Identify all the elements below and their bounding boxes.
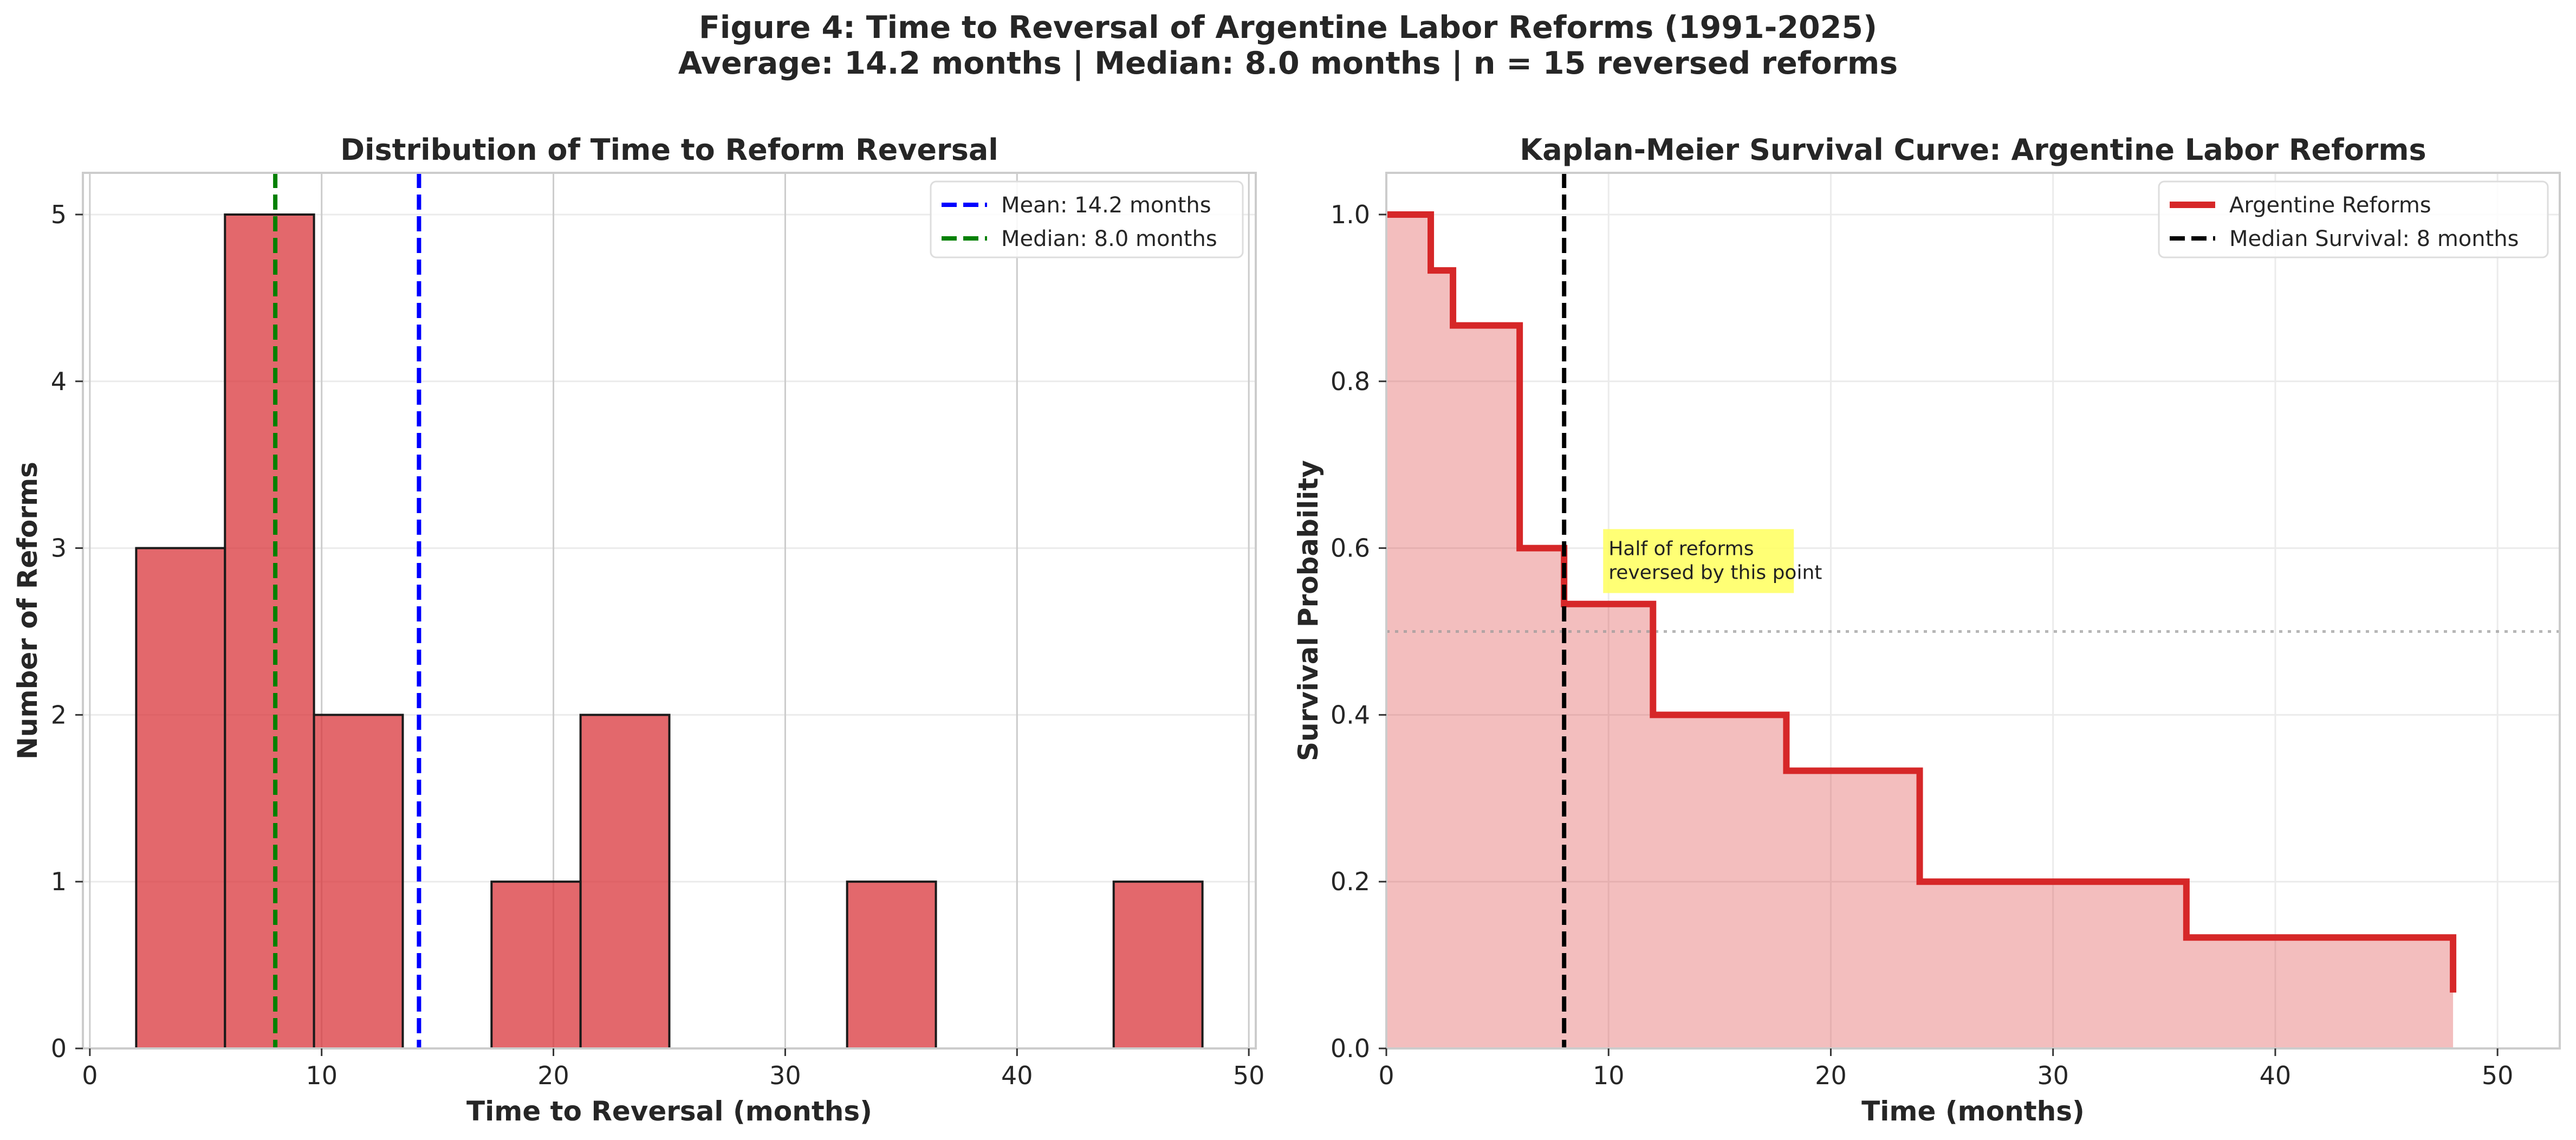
- km-legend-label-0: Argentine Reforms: [2229, 193, 2431, 218]
- hist-xtick-label-20: 20: [537, 1061, 569, 1090]
- hist-ytick-label-4: 4: [51, 367, 67, 396]
- hist-bar-2: [313, 714, 404, 1050]
- km-ytick-label-0.8: 0.8: [1331, 367, 1370, 396]
- km-survival-line: [1386, 211, 2457, 993]
- hist-xtick-label-0: 0: [82, 1061, 98, 1090]
- km-survival-fill: [1386, 214, 2454, 1048]
- hist-bar-0: [135, 547, 226, 1050]
- hist-legend-box: [930, 180, 1244, 258]
- hist-ylabel: Number of Reforms: [12, 462, 43, 760]
- km-annotation-line1: Half of reforms: [1608, 538, 1754, 560]
- hist-frame: [82, 172, 1257, 1050]
- hist-bar-8: [846, 880, 937, 1050]
- hist-ytick-label-1: 1: [51, 867, 67, 896]
- km-xtick-label-30: 30: [2037, 1061, 2069, 1090]
- hist-ytick-label-3: 3: [51, 534, 67, 563]
- km-ytick-label-1.0: 1.0: [1331, 200, 1370, 229]
- hist-ytick-label-5: 5: [51, 200, 67, 229]
- hist-bar-1: [224, 213, 315, 1050]
- km-xtick-label-0: 0: [1378, 1061, 1394, 1090]
- km-annotation-box: [1603, 529, 1794, 593]
- km-ytick-label-0.2: 0.2: [1331, 867, 1370, 896]
- hist-xtick-label-10: 10: [306, 1061, 338, 1090]
- km-ytick-label-0.0: 0.0: [1331, 1034, 1370, 1063]
- hist-ytick-label-0: 0: [51, 1034, 67, 1063]
- km-ytick-label-0.6: 0.6: [1331, 534, 1370, 563]
- hist-bar-11: [1112, 880, 1204, 1050]
- km-legend-label-1: Median Survival: 8 months: [2229, 226, 2519, 251]
- km-ylabel: Survival Probability: [1293, 460, 1324, 761]
- km-legend-box: [2158, 180, 2549, 258]
- km-xtick-label-10: 10: [1593, 1061, 1625, 1090]
- km-frame: [1385, 172, 2561, 1050]
- km-xtick-label-50: 50: [2482, 1061, 2514, 1090]
- hist-bar-5: [579, 714, 671, 1050]
- figure-title-line2: Average: 14.2 months | Median: 8.0 month…: [678, 46, 1898, 81]
- hist-bar-4: [490, 880, 582, 1050]
- hist-legend-label-1: Median: 8.0 months: [1001, 226, 1217, 251]
- km-xtick-label-40: 40: [2260, 1061, 2292, 1090]
- km-ytick-label-0.4: 0.4: [1331, 700, 1370, 729]
- hist-title: Distribution of Time to Reform Reversal: [340, 133, 998, 167]
- km-annotation-line2: reversed by this point: [1608, 562, 1822, 584]
- km-xlabel: Time (months): [1861, 1096, 2085, 1127]
- hist-ytick-label-2: 2: [51, 700, 67, 729]
- hist-legend-label-0: Mean: 14.2 months: [1001, 193, 1211, 218]
- figure-title-line1: Figure 4: Time to Reversal of Argentine …: [698, 10, 1878, 46]
- km-xtick-label-20: 20: [1815, 1061, 1847, 1090]
- hist-xtick-label-30: 30: [769, 1061, 801, 1090]
- km-title: Kaplan-Meier Survival Curve: Argentine L…: [1520, 133, 2426, 167]
- hist-xtick-label-40: 40: [1001, 1061, 1033, 1090]
- hist-xlabel: Time to Reversal (months): [466, 1096, 872, 1127]
- hist-xtick-label-50: 50: [1233, 1061, 1265, 1090]
